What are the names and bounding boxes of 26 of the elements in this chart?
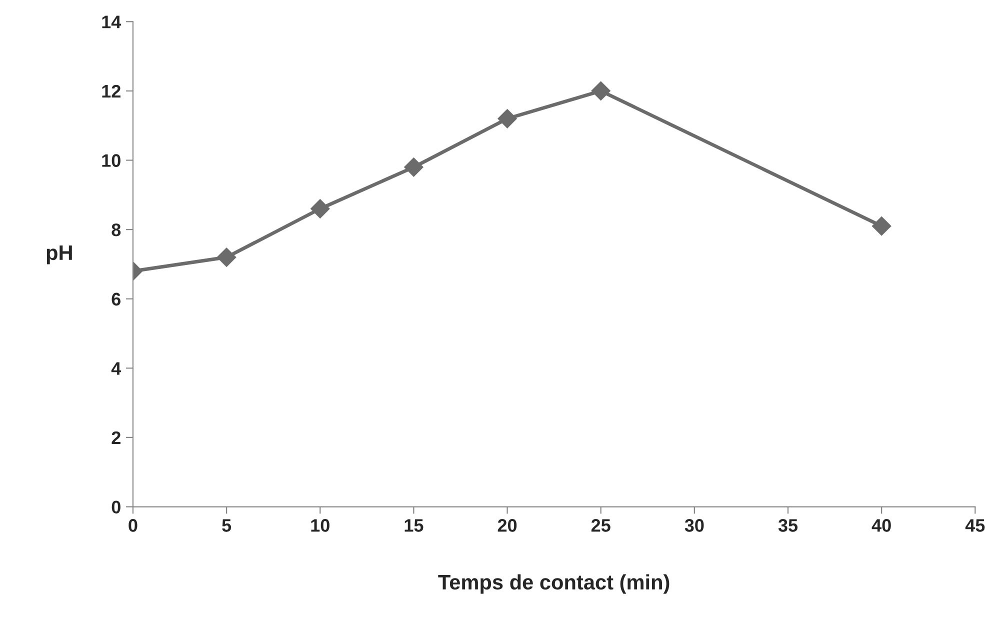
- x-tick-label: 40: [872, 519, 891, 532]
- point: [404, 158, 424, 177]
- point: [217, 248, 236, 267]
- y-tick-label: 0: [112, 500, 120, 514]
- y-tick-label: 12: [102, 84, 120, 98]
- x-tick-label: 5: [222, 519, 232, 532]
- x-tick-label: 45: [965, 519, 985, 532]
- x-tick-label: 25: [591, 519, 610, 532]
- x-tick-label: 30: [684, 519, 704, 532]
- y-tick-label: 2: [112, 431, 120, 444]
- point: [872, 216, 892, 236]
- x-tick-label: 10: [311, 519, 330, 532]
- x-axis-title: Temps de contact (min): [438, 574, 670, 594]
- point: [591, 81, 610, 100]
- x-tick-label: 0: [128, 519, 138, 532]
- point: [310, 199, 330, 218]
- x-tick-label: 15: [404, 519, 424, 532]
- y-tick-label: 10: [102, 154, 120, 167]
- point: [498, 109, 517, 128]
- y-tick-label: 14: [102, 16, 122, 28]
- y-axis-title: pH: [46, 246, 72, 264]
- x-tick-label: 35: [778, 519, 798, 532]
- y-tick-label: 4: [111, 362, 122, 375]
- x-tick-label: 20: [498, 519, 517, 532]
- y-tick-label: 8: [112, 223, 121, 236]
- y-tick-label: 6: [112, 292, 121, 306]
